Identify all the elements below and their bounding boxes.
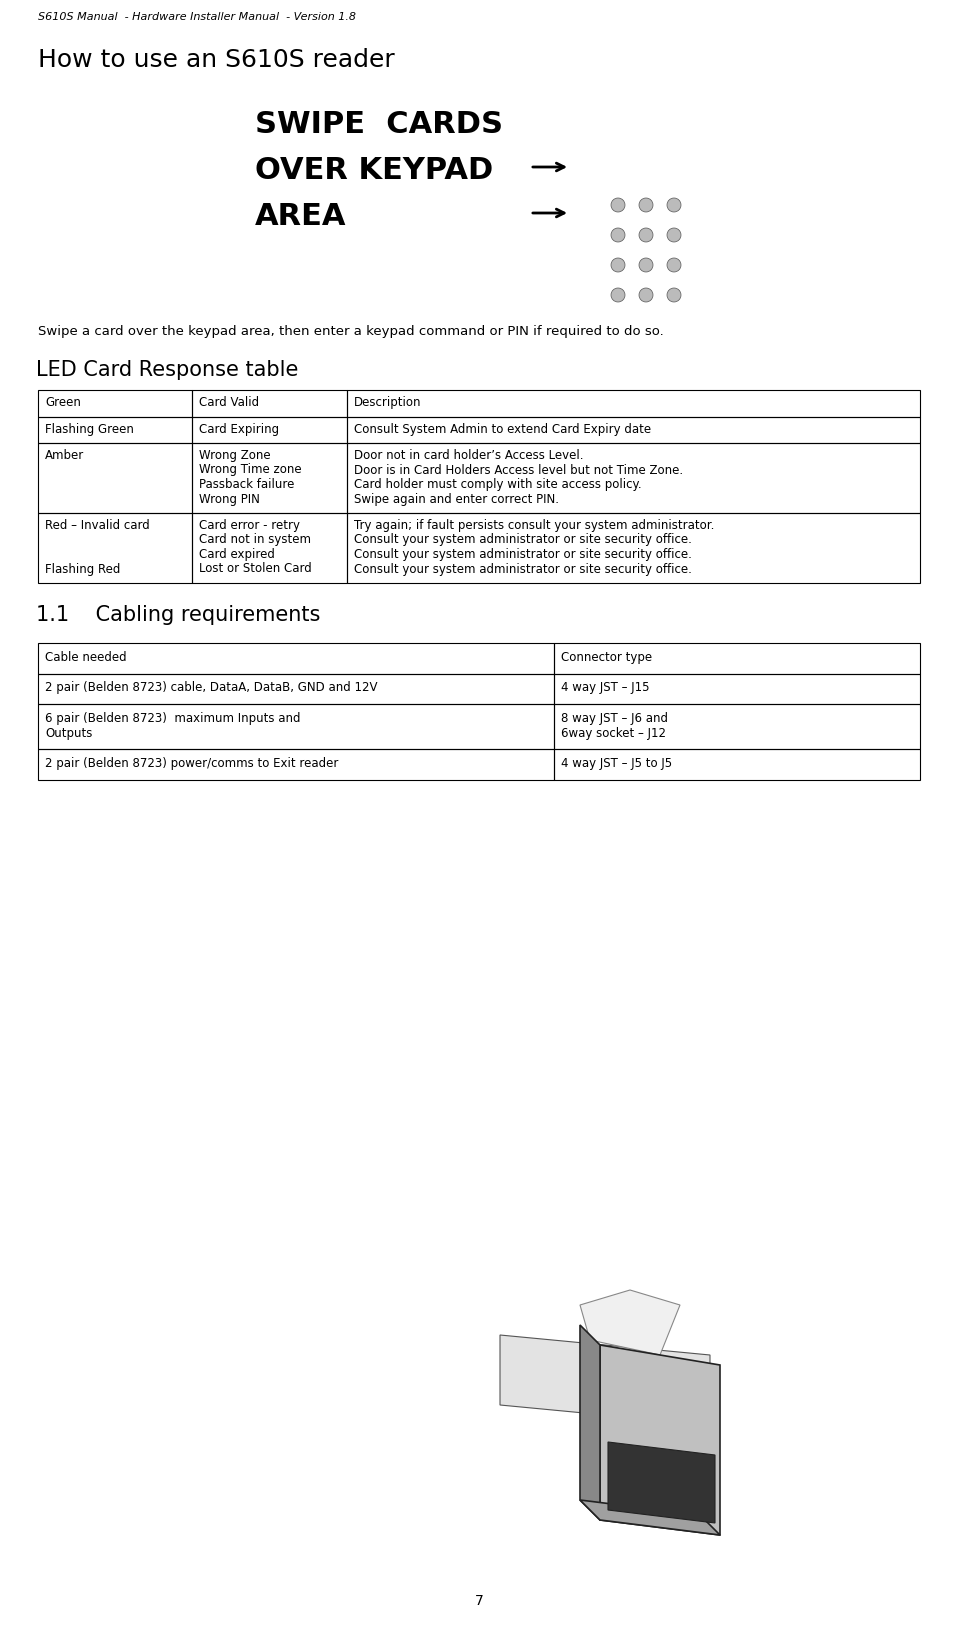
Text: Wrong Time zone: Wrong Time zone <box>199 463 302 476</box>
Bar <box>38 417 193 443</box>
Polygon shape <box>580 1500 720 1535</box>
Text: Cable needed: Cable needed <box>45 650 126 663</box>
Circle shape <box>667 197 681 212</box>
Circle shape <box>639 258 653 272</box>
Polygon shape <box>600 1345 720 1535</box>
Bar <box>347 513 920 584</box>
Text: Green: Green <box>45 396 80 409</box>
Text: 2 pair (Belden 8723) power/comms to Exit reader: 2 pair (Belden 8723) power/comms to Exit… <box>45 756 338 769</box>
Bar <box>38 513 193 584</box>
Bar <box>38 443 193 513</box>
Circle shape <box>611 289 625 302</box>
Text: Flashing Green: Flashing Green <box>45 422 134 435</box>
Bar <box>347 417 920 443</box>
Text: 8 way JST – J6 and: 8 way JST – J6 and <box>561 712 668 725</box>
Bar <box>38 642 554 673</box>
Text: 1.1    Cabling requirements: 1.1 Cabling requirements <box>36 605 320 624</box>
Text: AREA: AREA <box>255 202 347 231</box>
Bar <box>193 443 347 513</box>
Polygon shape <box>580 1289 680 1355</box>
Bar <box>193 513 347 584</box>
Text: Amber: Amber <box>45 448 84 461</box>
Circle shape <box>611 197 625 212</box>
Text: Red – Invalid card: Red – Invalid card <box>45 518 149 531</box>
Bar <box>347 443 920 513</box>
Circle shape <box>667 228 681 241</box>
Bar <box>347 390 920 417</box>
Circle shape <box>639 197 653 212</box>
Text: Card Valid: Card Valid <box>199 396 260 409</box>
Text: OVER KEYPAD: OVER KEYPAD <box>255 156 493 184</box>
Text: Wrong Zone: Wrong Zone <box>199 448 271 461</box>
Text: 4 way JST – J5 to J5: 4 way JST – J5 to J5 <box>561 756 673 769</box>
Text: Connector type: Connector type <box>561 650 652 663</box>
Polygon shape <box>580 1325 600 1521</box>
Text: 7: 7 <box>474 1594 484 1609</box>
Text: How to use an S610S reader: How to use an S610S reader <box>38 47 395 72</box>
Polygon shape <box>608 1443 715 1522</box>
Bar <box>38 673 554 704</box>
Bar <box>38 390 193 417</box>
Bar <box>554 673 920 704</box>
Text: Swipe a card over the keypad area, then enter a keypad command or PIN if require: Swipe a card over the keypad area, then … <box>38 324 664 337</box>
Text: Card error - retry: Card error - retry <box>199 518 301 531</box>
Text: Consult your system administrator or site security office.: Consult your system administrator or sit… <box>354 533 692 546</box>
Text: Lost or Stolen Card: Lost or Stolen Card <box>199 562 312 575</box>
Circle shape <box>611 258 625 272</box>
Text: Outputs: Outputs <box>45 727 92 740</box>
Text: 6way socket – J12: 6way socket – J12 <box>561 727 666 740</box>
Bar <box>554 642 920 673</box>
Bar <box>554 750 920 779</box>
Text: Consult your system administrator or site security office.: Consult your system administrator or sit… <box>354 562 692 575</box>
Text: Door not in card holder’s Access Level.: Door not in card holder’s Access Level. <box>354 448 583 461</box>
Circle shape <box>639 289 653 302</box>
Circle shape <box>639 228 653 241</box>
Text: Card expired: Card expired <box>199 548 275 561</box>
Text: S610S Manual  - Hardware Installer Manual  - Version 1.8: S610S Manual - Hardware Installer Manual… <box>38 11 356 21</box>
Bar <box>38 750 554 779</box>
Text: Card Expiring: Card Expiring <box>199 422 280 435</box>
Bar <box>193 390 347 417</box>
Bar <box>554 704 920 750</box>
Text: Wrong PIN: Wrong PIN <box>199 492 261 505</box>
Bar <box>38 704 554 750</box>
Text: Try again; if fault persists consult your system administrator.: Try again; if fault persists consult you… <box>354 518 714 531</box>
Circle shape <box>611 228 625 241</box>
Text: Flashing Red: Flashing Red <box>45 562 121 575</box>
Text: Description: Description <box>354 396 422 409</box>
Text: LED Card Response table: LED Card Response table <box>36 360 298 380</box>
Text: 6 pair (Belden 8723)  maximum Inputs and: 6 pair (Belden 8723) maximum Inputs and <box>45 712 301 725</box>
Text: Door is in Card Holders Access level but not Time Zone.: Door is in Card Holders Access level but… <box>354 463 683 476</box>
Text: 4 way JST – J15: 4 way JST – J15 <box>561 681 650 694</box>
Circle shape <box>667 289 681 302</box>
Text: 2 pair (Belden 8723) cable, DataA, DataB, GND and 12V: 2 pair (Belden 8723) cable, DataA, DataB… <box>45 681 377 694</box>
Text: Swipe again and enter correct PIN.: Swipe again and enter correct PIN. <box>354 492 559 505</box>
Text: SWIPE  CARDS: SWIPE CARDS <box>255 109 503 139</box>
Text: Card not in system: Card not in system <box>199 533 311 546</box>
Text: Consult your system administrator or site security office.: Consult your system administrator or sit… <box>354 548 692 561</box>
Polygon shape <box>500 1335 710 1425</box>
Text: Consult System Admin to extend Card Expiry date: Consult System Admin to extend Card Expi… <box>354 422 650 435</box>
Bar <box>193 417 347 443</box>
Circle shape <box>667 258 681 272</box>
Text: Card holder must comply with site access policy.: Card holder must comply with site access… <box>354 478 641 491</box>
Text: Passback failure: Passback failure <box>199 478 295 491</box>
